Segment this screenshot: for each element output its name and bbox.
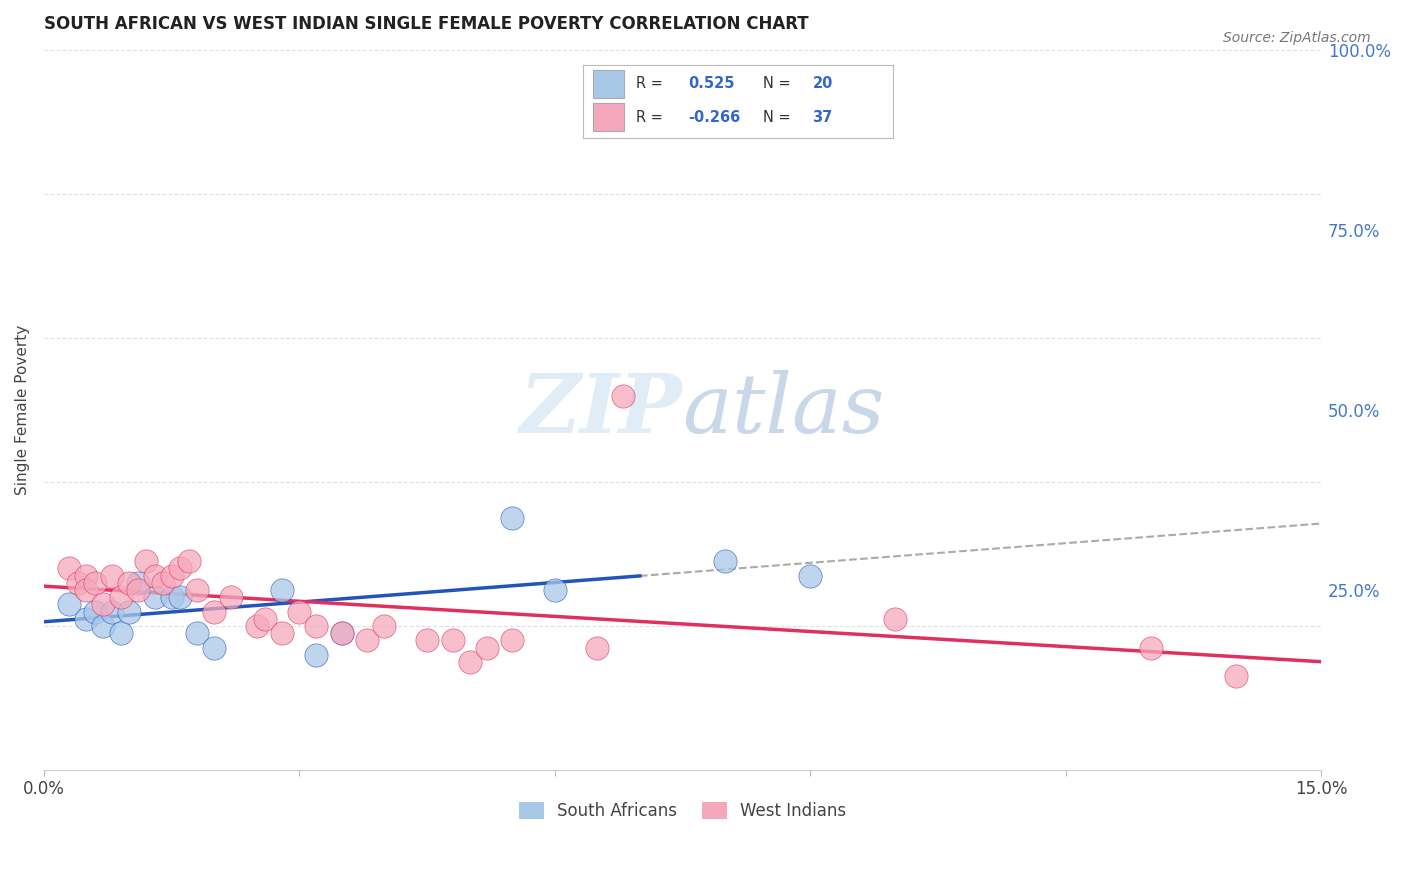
Point — [75, 612, 97, 626]
Point — [501, 633, 523, 648]
Text: -0.266: -0.266 — [689, 110, 741, 125]
Point — [501, 511, 523, 525]
Point — [110, 626, 132, 640]
Point — [101, 568, 124, 582]
Point — [416, 633, 439, 648]
Point — [254, 612, 277, 626]
Point — [118, 575, 141, 590]
Point — [127, 582, 149, 597]
Point — [84, 605, 107, 619]
Point — [586, 640, 609, 655]
Point — [84, 575, 107, 590]
Point — [127, 575, 149, 590]
Text: N =: N = — [763, 110, 796, 125]
Text: 37: 37 — [813, 110, 832, 125]
Point — [305, 619, 328, 633]
Point — [143, 568, 166, 582]
Point — [58, 561, 80, 575]
Point — [93, 598, 115, 612]
Point — [143, 590, 166, 604]
Point — [1225, 669, 1247, 683]
Text: atlas: atlas — [682, 370, 884, 450]
Point — [75, 568, 97, 582]
Point — [799, 568, 821, 582]
Point — [219, 590, 242, 604]
Legend: South Africans, West Indians: South Africans, West Indians — [512, 795, 853, 827]
Point — [271, 582, 294, 597]
Point — [160, 590, 183, 604]
Point — [152, 575, 174, 590]
Point — [356, 633, 378, 648]
Point — [330, 626, 353, 640]
Point — [160, 568, 183, 582]
Point — [246, 619, 269, 633]
Point — [66, 575, 89, 590]
Y-axis label: Single Female Poverty: Single Female Poverty — [15, 325, 30, 495]
Text: 0.525: 0.525 — [689, 77, 735, 91]
Point — [441, 633, 464, 648]
Text: N =: N = — [763, 77, 796, 91]
Point — [169, 590, 191, 604]
FancyBboxPatch shape — [593, 103, 624, 131]
Point — [118, 605, 141, 619]
Point — [1139, 640, 1161, 655]
Point — [75, 582, 97, 597]
Text: Source: ZipAtlas.com: Source: ZipAtlas.com — [1223, 31, 1371, 45]
Point — [135, 554, 157, 568]
Point — [186, 626, 208, 640]
Point — [305, 648, 328, 662]
Point — [271, 626, 294, 640]
Point — [288, 605, 311, 619]
Point — [186, 582, 208, 597]
Point — [714, 554, 737, 568]
Point — [373, 619, 395, 633]
Point — [177, 554, 200, 568]
Point — [110, 590, 132, 604]
Point — [169, 561, 191, 575]
Point — [202, 605, 225, 619]
Point — [202, 640, 225, 655]
Text: 20: 20 — [813, 77, 832, 91]
Point — [58, 598, 80, 612]
Point — [612, 388, 634, 402]
Text: ZIP: ZIP — [520, 370, 682, 450]
Point — [475, 640, 498, 655]
Text: SOUTH AFRICAN VS WEST INDIAN SINGLE FEMALE POVERTY CORRELATION CHART: SOUTH AFRICAN VS WEST INDIAN SINGLE FEMA… — [44, 15, 808, 33]
Text: R =: R = — [636, 77, 668, 91]
Text: R =: R = — [636, 110, 668, 125]
Point — [330, 626, 353, 640]
Point — [544, 582, 567, 597]
Point — [884, 612, 907, 626]
FancyBboxPatch shape — [593, 70, 624, 98]
Point — [93, 619, 115, 633]
Point — [101, 605, 124, 619]
Point — [458, 655, 481, 669]
